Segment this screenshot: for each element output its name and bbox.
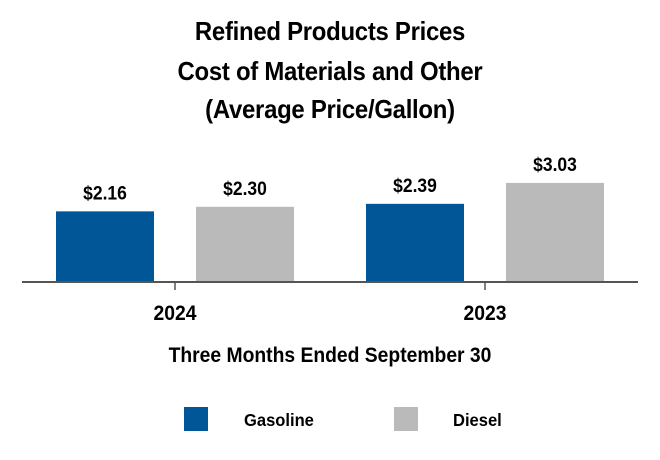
chart-title-line-3: (Average Price/Gallon) [205, 94, 455, 124]
legend-swatch-gasoline [184, 407, 208, 431]
data-label-diesel-2023: $3.03 [533, 153, 577, 175]
data-label-gasoline-2023: $2.39 [393, 174, 437, 196]
bar-gasoline-2023 [366, 203, 464, 282]
data-label-gasoline-2024: $2.16 [83, 182, 127, 204]
bar-diesel-2024 [196, 206, 294, 282]
legend-label-diesel: Diesel [453, 409, 502, 430]
bar-diesel-2023 [506, 182, 604, 282]
legend-label-gasoline: Gasoline [244, 409, 314, 430]
bar-gasoline-2024 [56, 211, 154, 282]
legend-swatch-diesel [394, 407, 418, 431]
chart-title-line-1: Refined Products Prices [194, 16, 466, 46]
chart-title-line-2: Cost of Materials and Other [177, 56, 483, 86]
x-tick-label-2023: 2023 [464, 302, 507, 325]
data-label-diesel-2024: $2.30 [223, 177, 267, 199]
x-axis-title: Three Months Ended September 30 [169, 344, 492, 367]
x-tick-label-2024: 2024 [154, 302, 198, 325]
legend: Gasoline Diesel [184, 407, 502, 431]
